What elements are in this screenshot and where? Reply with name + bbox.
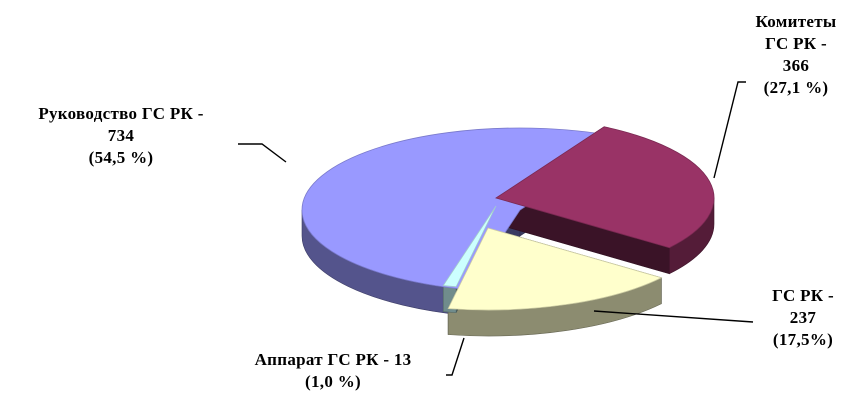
label-komitety-line-2: ГС РК - (765, 34, 827, 53)
leader-lines (238, 81, 754, 376)
label-gs-rk-percent: (17,5%) (772, 330, 834, 349)
leader-line-rukovodstvo (238, 143, 287, 163)
label-rukovodstvo-value: 734 (107, 126, 135, 145)
label-komitety: Комитеты ГС РК - 366 (27,1 %) (734, 11, 858, 99)
label-rukovodstvo: Руководство ГС РК - 734 (54,5 %) (2, 103, 240, 169)
pie-tops (301, 126, 715, 311)
label-komitety-percent: (27,1 %) (763, 78, 829, 97)
pie-slice-apparat-top (442, 205, 497, 288)
label-apparat: Аппарат ГС РК - 13 (1,0 %) (222, 349, 444, 393)
pie-slice-komitety-top (495, 126, 715, 249)
label-rukovodstvo-line-1: Руководство ГС РК - (38, 104, 204, 123)
leader-line-gs-rk (593, 310, 754, 323)
label-apparat-percent: (1,0 %) (305, 372, 361, 391)
label-gs-rk-value: 237 (789, 308, 817, 327)
leader-line-komitety (713, 81, 746, 179)
label-apparat-line-1: Аппарат ГС РК - 13 (254, 350, 412, 369)
leader-line-apparat (446, 337, 465, 376)
label-komitety-value: 366 (782, 56, 810, 75)
label-gs-rk: ГС РК - 237 (17,5%) (750, 285, 856, 351)
label-gs-rk-line-1: ГС РК - (772, 286, 834, 305)
label-rukovodstvo-percent: (54,5 %) (88, 148, 154, 167)
label-komitety-line-1: Комитеты (755, 12, 837, 31)
pie-slice-gs-rk-top (447, 227, 663, 311)
